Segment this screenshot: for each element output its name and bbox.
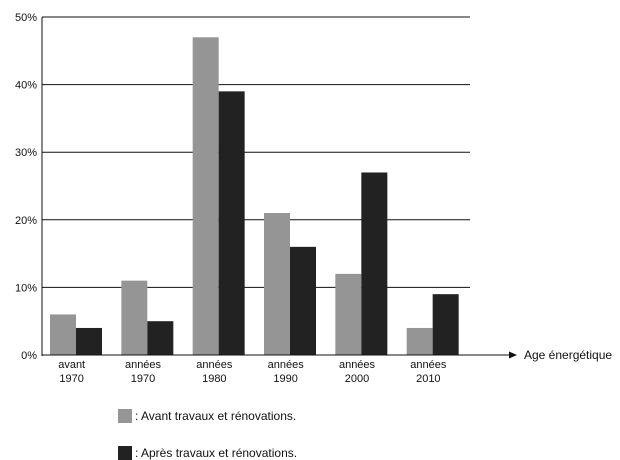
bar (290, 246, 316, 355)
bar (147, 321, 174, 355)
bar (50, 314, 76, 355)
bar (264, 213, 290, 355)
y-tick-label: 40% (15, 80, 37, 92)
legend-swatch-avant (118, 409, 132, 423)
x-tick-label: années 1980 (196, 359, 233, 385)
x-axis-title: Age énergétique (524, 348, 612, 362)
y-axis: 0% 10% 20% 30% 40% 50% (15, 12, 43, 362)
legend-label-apres: : Après travaux et rénovations. (135, 446, 298, 460)
x-tick-label: avant 1970 (58, 359, 85, 385)
bar (121, 280, 148, 355)
x-tick-labels: avant 1970 années 1970 années 1980 années 1990 a… (58, 359, 447, 385)
x-tick-label: années 1970 (125, 359, 162, 385)
legend-item-avant: : Avant travaux et rénovations. (118, 409, 296, 423)
bars (50, 37, 459, 356)
bar (218, 91, 245, 356)
x-axis: Age énergétique (42, 348, 612, 362)
y-tick-label: 20% (15, 215, 37, 227)
bar (335, 273, 362, 355)
gridlines (42, 16, 470, 288)
bar (406, 327, 433, 355)
bar (361, 172, 388, 355)
y-tick-label: 30% (15, 147, 37, 159)
x-tick-label: années 1990 (268, 359, 305, 385)
bar (76, 327, 102, 355)
bar (432, 294, 459, 355)
y-tick-label: 0% (21, 350, 37, 362)
x-tick-label: années 2000 (339, 359, 376, 385)
bar (192, 37, 219, 355)
y-tick-label: 50% (15, 12, 37, 24)
legend-item-apres: : Après travaux et rénovations. (118, 446, 297, 460)
x-axis-arrow-head (509, 351, 517, 359)
x-tick-label: années 2010 (410, 359, 447, 385)
legend-label-avant: : Avant travaux et rénovations. (135, 409, 297, 423)
y-tick-label: 10% (15, 282, 37, 294)
legend-swatch-apres (118, 446, 132, 460)
